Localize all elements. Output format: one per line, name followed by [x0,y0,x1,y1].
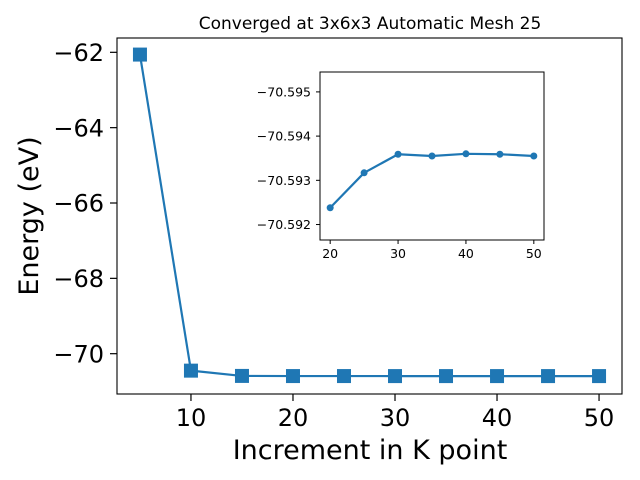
data-point [592,369,607,384]
inset-y-tick-label: −70.595 [257,84,311,99]
inset-x-tick-label: 40 [458,246,474,261]
x-tick-label: 10 [176,404,207,432]
data-point [285,369,300,384]
y-tick-label: −68 [53,265,104,293]
x-axis-label: Increment in K point [233,435,508,466]
inset-data-point [462,150,470,158]
inset-plot: 20 30 40 50 −70.592 −70.593 −70.594 −70.595 [257,71,545,261]
data-point [388,369,403,384]
inset-data-point [496,150,504,158]
inset-plot-frame [319,71,545,241]
series-line [138,54,600,378]
chart-title: Converged at 3x6x3 Automatic Mesh 25 [199,14,542,34]
data-point [132,47,147,62]
inset-y-tick-label: −70.592 [257,217,311,232]
inset-data-point [326,204,334,212]
inset-x-tick-label: 50 [526,246,542,261]
inset-data-point [394,150,402,158]
inset-y-tick-label: −70.594 [257,129,311,144]
y-axis-label: Energy (eV) [14,136,45,295]
x-tick-label: 20 [278,404,309,432]
y-tick-label: −64 [53,114,104,142]
data-point [234,368,249,383]
inset-data-point [360,169,368,177]
data-point [183,363,198,378]
plot-frame [116,37,623,395]
x-tick-label: 50 [584,404,615,432]
y-tick-label: −66 [53,190,104,218]
x-tick-label: 30 [380,404,411,432]
inset-y-tick-label: −70.593 [257,173,311,188]
inset-x-tick-label: 20 [322,246,338,261]
inset-x-tick-label: 30 [390,246,406,261]
inset-data-point [530,152,538,160]
inset-data-point [428,152,436,160]
y-tick-label: −62 [53,39,104,67]
data-point [490,369,505,384]
y-tick-label: −70 [53,340,104,368]
x-tick-label: 40 [482,404,513,432]
data-point [439,369,454,384]
data-point [336,369,351,384]
data-point [541,369,556,384]
